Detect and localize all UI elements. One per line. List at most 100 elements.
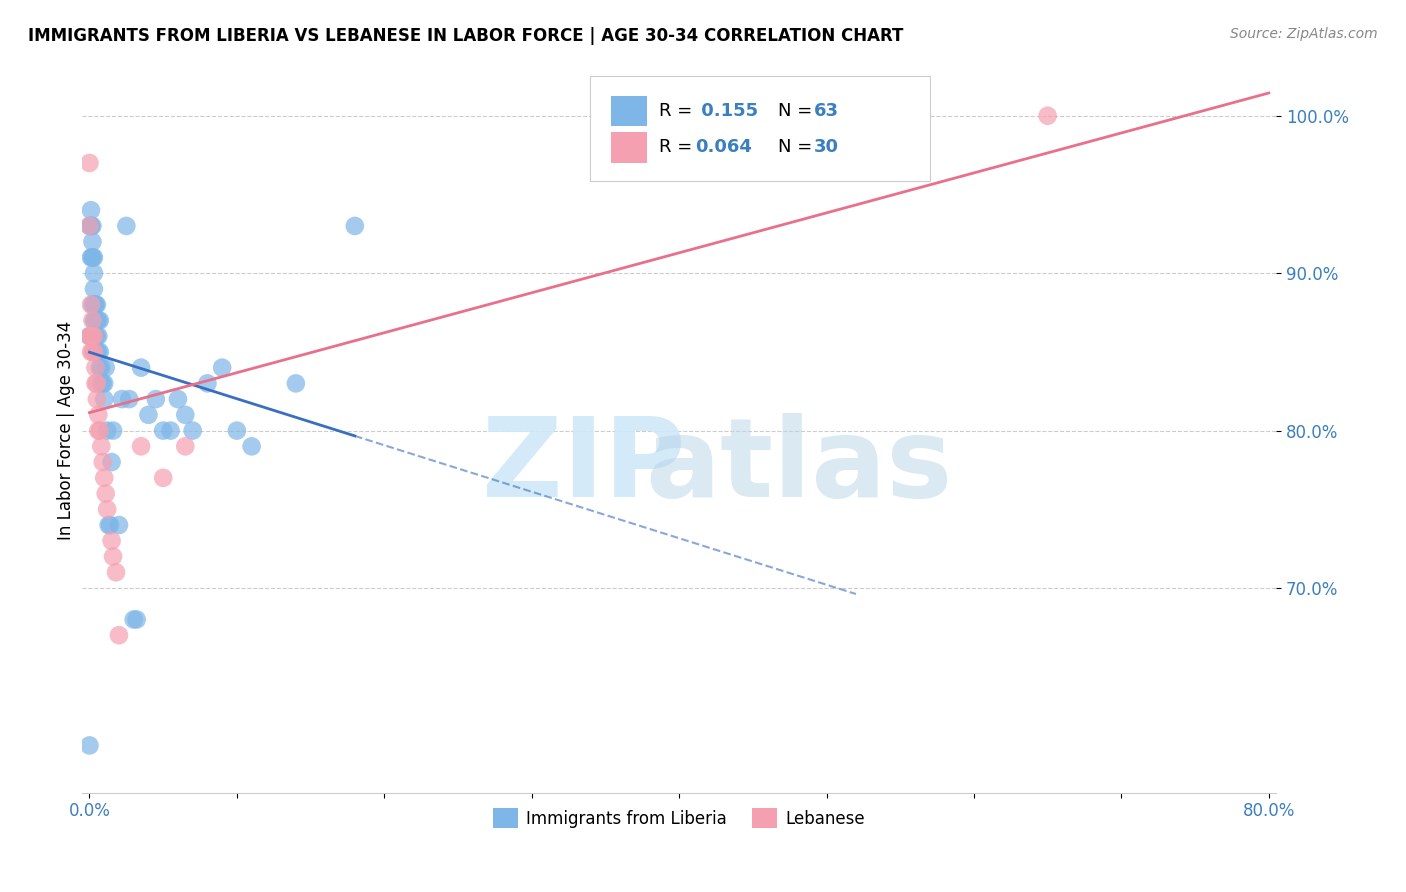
Point [211, 360, 233, 375]
Point [87, 313, 110, 327]
Point [86, 344, 108, 359]
Point [83, 329, 105, 343]
Point [108, 628, 131, 642]
Point [118, 392, 141, 406]
Point [343, 219, 366, 233]
Point [84, 360, 107, 375]
Point [197, 376, 219, 391]
Text: atlas: atlas [645, 413, 952, 520]
Point [87, 329, 110, 343]
Point [90, 360, 112, 375]
Point [87, 408, 110, 422]
Point [79, 219, 101, 233]
Point [83, 313, 105, 327]
Point [101, 424, 124, 438]
Point [82, 313, 104, 327]
Point [80, 219, 103, 233]
Point [93, 376, 115, 391]
Point [98, 518, 121, 533]
Point [84, 298, 107, 312]
Point [145, 392, 167, 406]
Point [80, 329, 103, 343]
Point [80, 251, 103, 265]
Point [94, 486, 117, 500]
Point [86, 313, 108, 327]
Point [181, 424, 204, 438]
Point [1036, 109, 1059, 123]
Point [82, 298, 104, 312]
Point [90, 439, 112, 453]
Point [122, 612, 145, 626]
Point [108, 518, 131, 533]
Point [96, 424, 118, 438]
Point [100, 533, 122, 548]
Point [86, 392, 108, 406]
Point [79, 219, 101, 233]
Point [97, 518, 120, 533]
Point [225, 424, 247, 438]
Point [89, 424, 111, 438]
Point [82, 251, 104, 265]
Point [83, 266, 105, 280]
Point [83, 282, 105, 296]
Point [111, 392, 134, 406]
Text: 0.064: 0.064 [695, 138, 752, 156]
Point [87, 424, 110, 438]
Point [83, 344, 105, 359]
Point [96, 502, 118, 516]
Point [84, 329, 107, 343]
Legend: Immigrants from Liberia, Lebanese: Immigrants from Liberia, Lebanese [486, 801, 872, 835]
FancyBboxPatch shape [612, 132, 647, 162]
Point [174, 408, 197, 422]
Point [105, 566, 128, 580]
Point [138, 408, 160, 422]
Point [94, 360, 117, 375]
Point [91, 376, 114, 391]
Point [86, 329, 108, 343]
Y-axis label: In Labor Force | Age 30-34: In Labor Force | Age 30-34 [58, 321, 75, 541]
Text: ZIP: ZIP [482, 413, 685, 520]
Point [240, 439, 263, 453]
Point [82, 251, 104, 265]
FancyBboxPatch shape [589, 76, 929, 181]
Point [167, 392, 190, 406]
Text: N =: N = [778, 103, 818, 120]
Point [125, 612, 148, 626]
Point [79, 156, 101, 170]
Point [159, 424, 181, 438]
Point [80, 344, 103, 359]
Point [82, 329, 104, 343]
Point [93, 471, 115, 485]
Point [174, 439, 197, 453]
Point [84, 376, 107, 391]
Point [152, 471, 174, 485]
Point [82, 344, 104, 359]
Point [79, 329, 101, 343]
Point [83, 298, 105, 312]
Text: Source: ZipAtlas.com: Source: ZipAtlas.com [1230, 27, 1378, 41]
Point [80, 219, 103, 233]
Point [129, 360, 152, 375]
Point [284, 376, 307, 391]
Point [83, 251, 105, 265]
Point [87, 344, 110, 359]
Point [86, 298, 108, 312]
Point [80, 298, 103, 312]
Point [152, 424, 174, 438]
Text: N =: N = [778, 138, 818, 156]
Text: 0.155: 0.155 [695, 103, 758, 120]
Point [80, 203, 103, 218]
Point [115, 219, 138, 233]
Point [82, 219, 104, 233]
Point [91, 455, 114, 469]
Point [129, 439, 152, 453]
Text: R =: R = [659, 138, 697, 156]
Text: 30: 30 [814, 138, 839, 156]
Point [79, 329, 101, 343]
Point [100, 455, 122, 469]
FancyBboxPatch shape [612, 96, 647, 127]
Point [79, 739, 101, 753]
Point [84, 298, 107, 312]
Point [84, 313, 107, 327]
Point [83, 329, 105, 343]
